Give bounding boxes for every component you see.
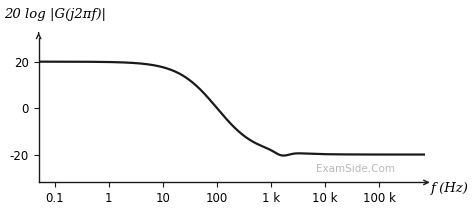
Text: 20 log |G(j2πf)|: 20 log |G(j2πf)|	[4, 8, 106, 21]
Text: ExamSide.Com: ExamSide.Com	[316, 164, 395, 174]
Text: f (Hz): f (Hz)	[431, 182, 469, 195]
